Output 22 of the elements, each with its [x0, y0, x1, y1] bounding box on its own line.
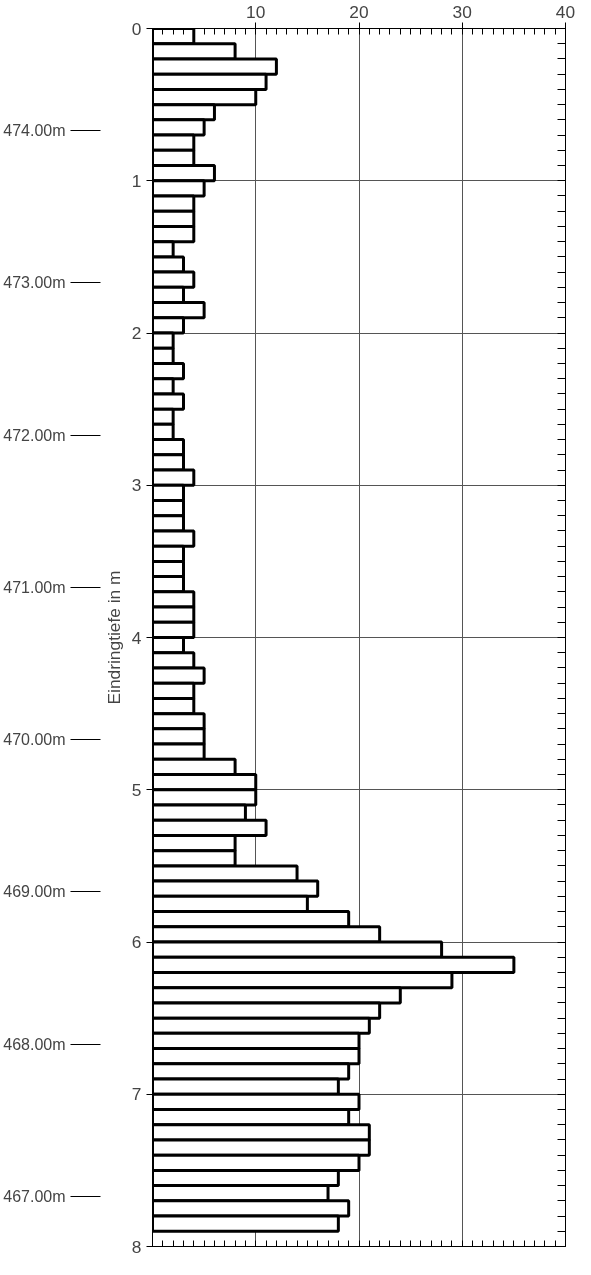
y-tick-label: 8	[131, 1236, 142, 1257]
y2-tick-label: 470.00m	[3, 731, 66, 749]
y-tick-label: 0	[131, 18, 142, 39]
y2-tick-label: 468.00m	[3, 1035, 66, 1053]
y-axis-title: Eindringtiefe in m	[103, 570, 124, 705]
y-tick-label: 2	[131, 323, 142, 343]
y2-tick-label: 474.00m	[3, 122, 66, 140]
x-tick-label: 30	[452, 1, 472, 22]
y-tick-label: 6	[131, 932, 142, 952]
y-tick-label: 4	[131, 627, 142, 648]
y2-tick-label: 473.00m	[3, 274, 66, 292]
y2-tick-label: 469.00m	[3, 883, 66, 901]
x-tick-label: 10	[246, 1, 266, 22]
y-tick-label: 7	[131, 1084, 142, 1105]
x-tick-label: 40	[555, 1, 576, 22]
y2-tick-label: 472.00m	[3, 426, 66, 444]
y-tick-label: 3	[131, 475, 142, 496]
y2-tick-label: 471.00m	[3, 578, 66, 596]
y-tick-label: 1	[131, 170, 142, 191]
y-tick-label: 5	[131, 779, 142, 800]
y2-tick-label: 467.00m	[3, 1187, 66, 1205]
x-tick-label: 20	[349, 1, 369, 22]
